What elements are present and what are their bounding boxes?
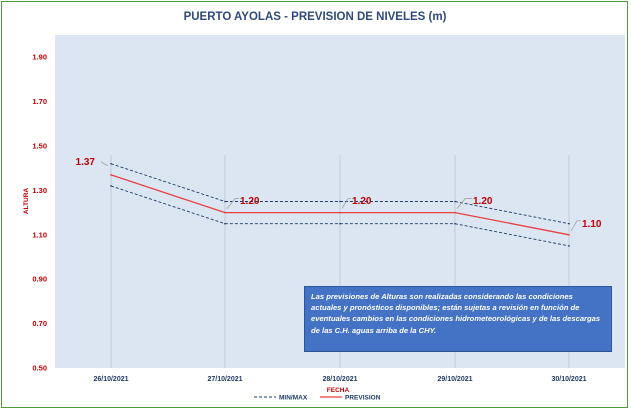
data-label: 1.20 — [473, 196, 493, 207]
data-point-forecast — [454, 211, 456, 214]
chart-title: PUERTO AYOLAS - PREVISION DE NIVELES (m) — [184, 11, 447, 23]
x-tick-label: 30/10/2021 — [551, 376, 586, 383]
data-point-forecast — [568, 234, 570, 236]
data-label-leader — [341, 198, 351, 209]
x-axis-ticks: 26/10/2021 27/10/2021 28/10/2021 29/10/2021… — [93, 376, 586, 383]
data-point-max — [454, 200, 456, 203]
data-point-min — [224, 222, 226, 225]
x-tick-label: 28/10/2021 — [322, 376, 357, 383]
data-label: 1.37 — [76, 157, 96, 168]
data-point-max — [339, 200, 341, 203]
y-tick-label: 0.50 — [32, 364, 47, 373]
y-tick-label: 1.90 — [32, 53, 47, 62]
data-label: 1.20 — [352, 196, 372, 207]
x-tick-label: 29/10/2021 — [437, 376, 472, 383]
y-tick-label: 0.90 — [32, 275, 47, 284]
data-point-min — [110, 185, 112, 187]
x-axis-label: FECHA — [327, 387, 350, 394]
data-labels: 1.37 1.20 1.20 1.20 1.10 — [76, 157, 602, 231]
disclaimer-box: Las previsiones de Alturas son realizada… — [304, 286, 612, 352]
y-axis-ticks: 0.50 0.70 0.90 1.10 1.30 1.50 1.70 1.90 — [32, 53, 47, 373]
legend-minmax-label: MIN/MAX — [279, 395, 308, 402]
y-tick-label: 0.70 — [32, 319, 47, 328]
data-label-leader — [570, 220, 581, 231]
disclaimer-text: Las previsiones de Alturas son realizada… — [311, 292, 601, 335]
data-point-forecast — [110, 174, 112, 176]
data-point-min — [454, 222, 456, 225]
legend-prevision-label: PREVISION — [345, 395, 381, 402]
data-label-leader — [456, 198, 472, 209]
y-tick-label: 1.10 — [32, 230, 47, 239]
x-tick-label: 27/10/2021 — [207, 376, 242, 383]
data-label-leader — [100, 161, 109, 167]
data-point-max — [110, 162, 112, 165]
data-label-leader — [226, 198, 239, 209]
y-axis-label: ALTURA — [23, 188, 30, 215]
y-tick-label: 1.70 — [32, 97, 47, 106]
data-point-forecast — [224, 211, 226, 214]
data-point-min — [339, 222, 341, 225]
data-point-min — [568, 245, 570, 247]
legend: MIN/MAX PREVISION — [254, 395, 381, 402]
y-tick-label: 1.50 — [32, 142, 47, 151]
x-tick-label: 26/10/2021 — [93, 376, 128, 383]
data-point-max — [568, 222, 570, 225]
data-label: 1.10 — [582, 219, 602, 230]
data-point-forecast — [339, 211, 341, 214]
y-tick-label: 1.30 — [32, 186, 47, 195]
data-label: 1.20 — [240, 196, 260, 207]
data-point-max — [224, 200, 226, 203]
series-layer — [110, 162, 570, 247]
